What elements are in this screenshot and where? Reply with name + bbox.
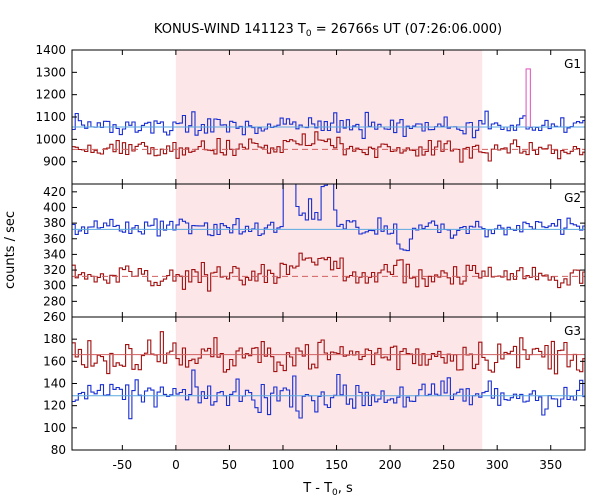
series-blue-line xyxy=(72,110,585,139)
y-tick-label: 1300 xyxy=(35,65,66,79)
series-blue-line xyxy=(72,184,585,252)
y-tick-label: 120 xyxy=(43,399,66,413)
spike-line xyxy=(525,68,531,128)
y-tick-label: 300 xyxy=(43,279,66,293)
y-tick-label: 260 xyxy=(43,310,66,324)
series-blue-line xyxy=(72,369,585,420)
y-tick-label: 1000 xyxy=(35,132,66,146)
y-tick-label: 160 xyxy=(43,354,66,368)
y-tick-label: 80 xyxy=(51,443,66,457)
x-tick-label: -50 xyxy=(113,458,133,472)
y-tick-label: 100 xyxy=(43,421,66,435)
x-tick-label: 100 xyxy=(272,458,295,472)
panel-label: G2 xyxy=(564,191,581,205)
y-tick-label: 140 xyxy=(43,377,66,391)
y-tick-label: 360 xyxy=(43,232,66,246)
x-tick-label: 250 xyxy=(432,458,455,472)
y-tick-label: 280 xyxy=(43,294,66,308)
y-tick-label: 340 xyxy=(43,247,66,261)
series-red-line xyxy=(72,131,585,163)
x-tick-label: 200 xyxy=(379,458,402,472)
shaded-interval xyxy=(175,50,483,450)
y-tick-label: 400 xyxy=(43,200,66,214)
chart-title: KONUS-WIND 141123 T0 = 26766s UT (07:26:… xyxy=(154,22,502,39)
panel-label: G1 xyxy=(564,57,581,71)
y-tick-label: 1200 xyxy=(35,88,66,102)
series-red-line xyxy=(72,252,585,292)
y-tick-label: 420 xyxy=(43,185,66,199)
y-tick-label: 1100 xyxy=(35,110,66,124)
x-tick-label: 150 xyxy=(325,458,348,472)
x-tick-label: 350 xyxy=(539,458,562,472)
y-tick-label: 180 xyxy=(43,332,66,346)
x-axis-label: T - T0, s xyxy=(302,481,353,498)
x-tick-label: 0 xyxy=(172,458,180,472)
y-axis-label: counts / sec xyxy=(3,211,18,289)
y-tick-label: 380 xyxy=(43,216,66,230)
plot-layer: 90010001100120013001400G1260280300320340… xyxy=(35,43,586,472)
y-tick-label: 900 xyxy=(43,155,66,169)
x-tick-label: 50 xyxy=(222,458,237,472)
panel-g3: 80 100 120 140 160 180 G3 xyxy=(43,316,586,457)
y-tick-label: 320 xyxy=(43,263,66,277)
x-tick-label: 300 xyxy=(486,458,509,472)
y-tick-label: 1400 xyxy=(35,43,66,57)
series-red-line xyxy=(72,331,585,375)
panel-label: G3 xyxy=(564,324,581,338)
